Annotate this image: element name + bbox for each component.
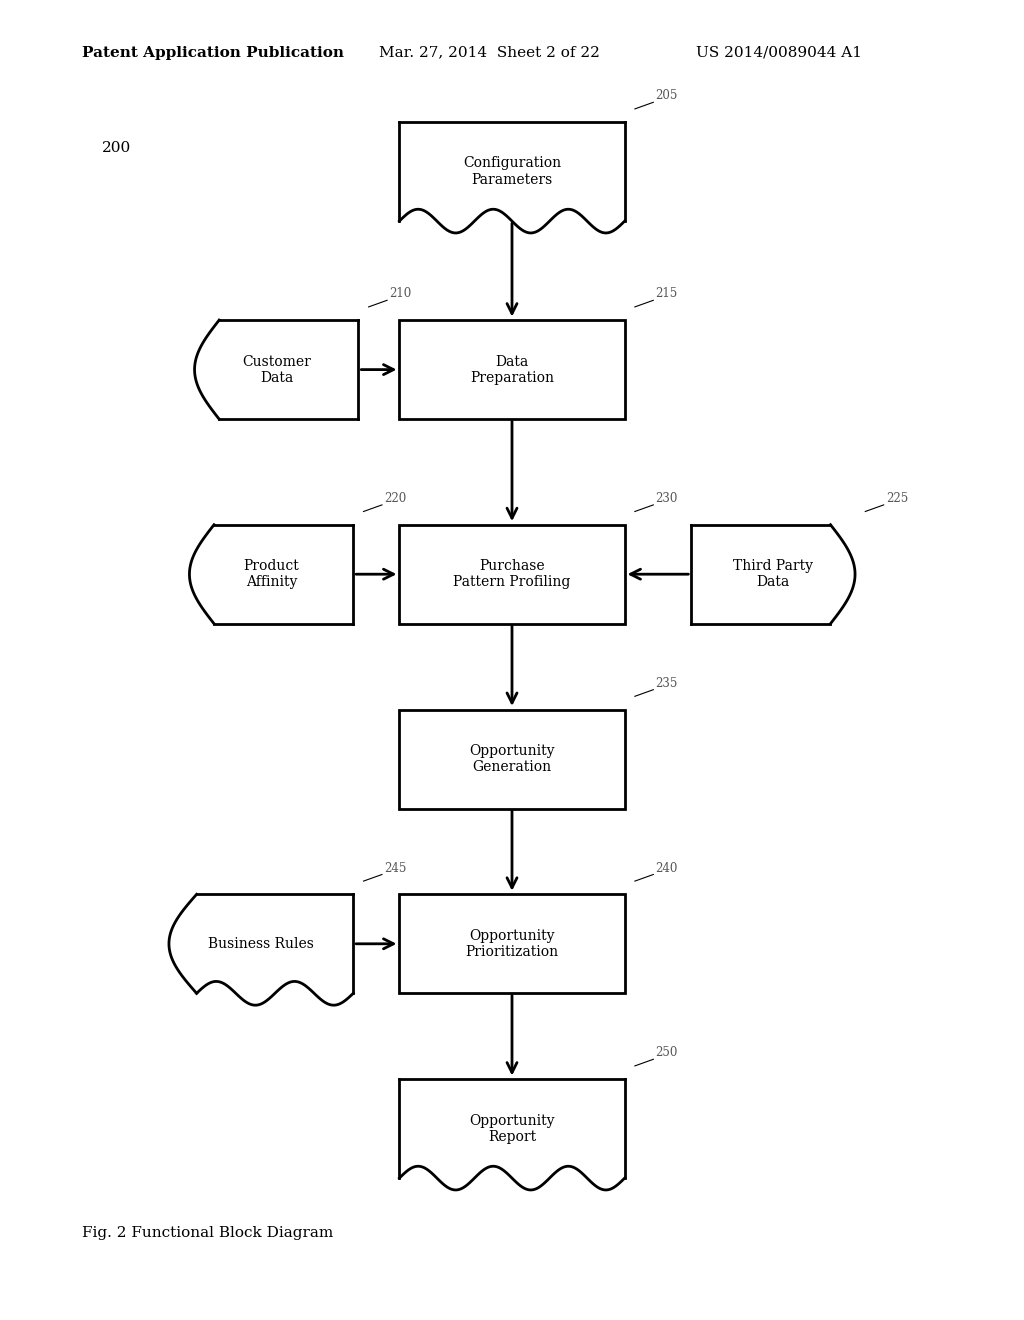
Bar — [399, 321, 625, 420]
Text: Mar. 27, 2014  Sheet 2 of 22: Mar. 27, 2014 Sheet 2 of 22 — [379, 46, 600, 59]
Text: Fig. 2 Functional Block Diagram: Fig. 2 Functional Block Diagram — [82, 1226, 333, 1239]
Text: Business Rules: Business Rules — [208, 937, 314, 950]
Text: Third Party
Data: Third Party Data — [733, 560, 813, 589]
Text: 210: 210 — [389, 288, 412, 301]
Bar — [399, 525, 625, 624]
Text: Product
Affinity: Product Affinity — [244, 560, 299, 589]
Text: 235: 235 — [655, 677, 678, 689]
Text: Opportunity
Generation: Opportunity Generation — [469, 744, 555, 774]
Text: Customer
Data: Customer Data — [242, 355, 311, 384]
Text: 215: 215 — [655, 288, 678, 301]
Text: 245: 245 — [384, 862, 407, 875]
Bar — [399, 895, 625, 993]
Text: 225: 225 — [886, 492, 908, 506]
Text: Patent Application Publication: Patent Application Publication — [82, 46, 344, 59]
Text: 220: 220 — [384, 492, 407, 506]
Text: 250: 250 — [655, 1047, 678, 1059]
Text: US 2014/0089044 A1: US 2014/0089044 A1 — [696, 46, 862, 59]
Text: 240: 240 — [655, 862, 678, 875]
Text: Data
Preparation: Data Preparation — [470, 355, 554, 384]
Text: 230: 230 — [655, 492, 678, 506]
Text: Purchase
Pattern Profiling: Purchase Pattern Profiling — [454, 560, 570, 589]
Text: 205: 205 — [655, 90, 678, 103]
Bar — [399, 710, 625, 808]
Text: Opportunity
Report: Opportunity Report — [469, 1114, 555, 1143]
Text: 200: 200 — [102, 141, 132, 154]
Text: Opportunity
Prioritization: Opportunity Prioritization — [466, 929, 558, 958]
Text: Configuration
Parameters: Configuration Parameters — [463, 157, 561, 186]
